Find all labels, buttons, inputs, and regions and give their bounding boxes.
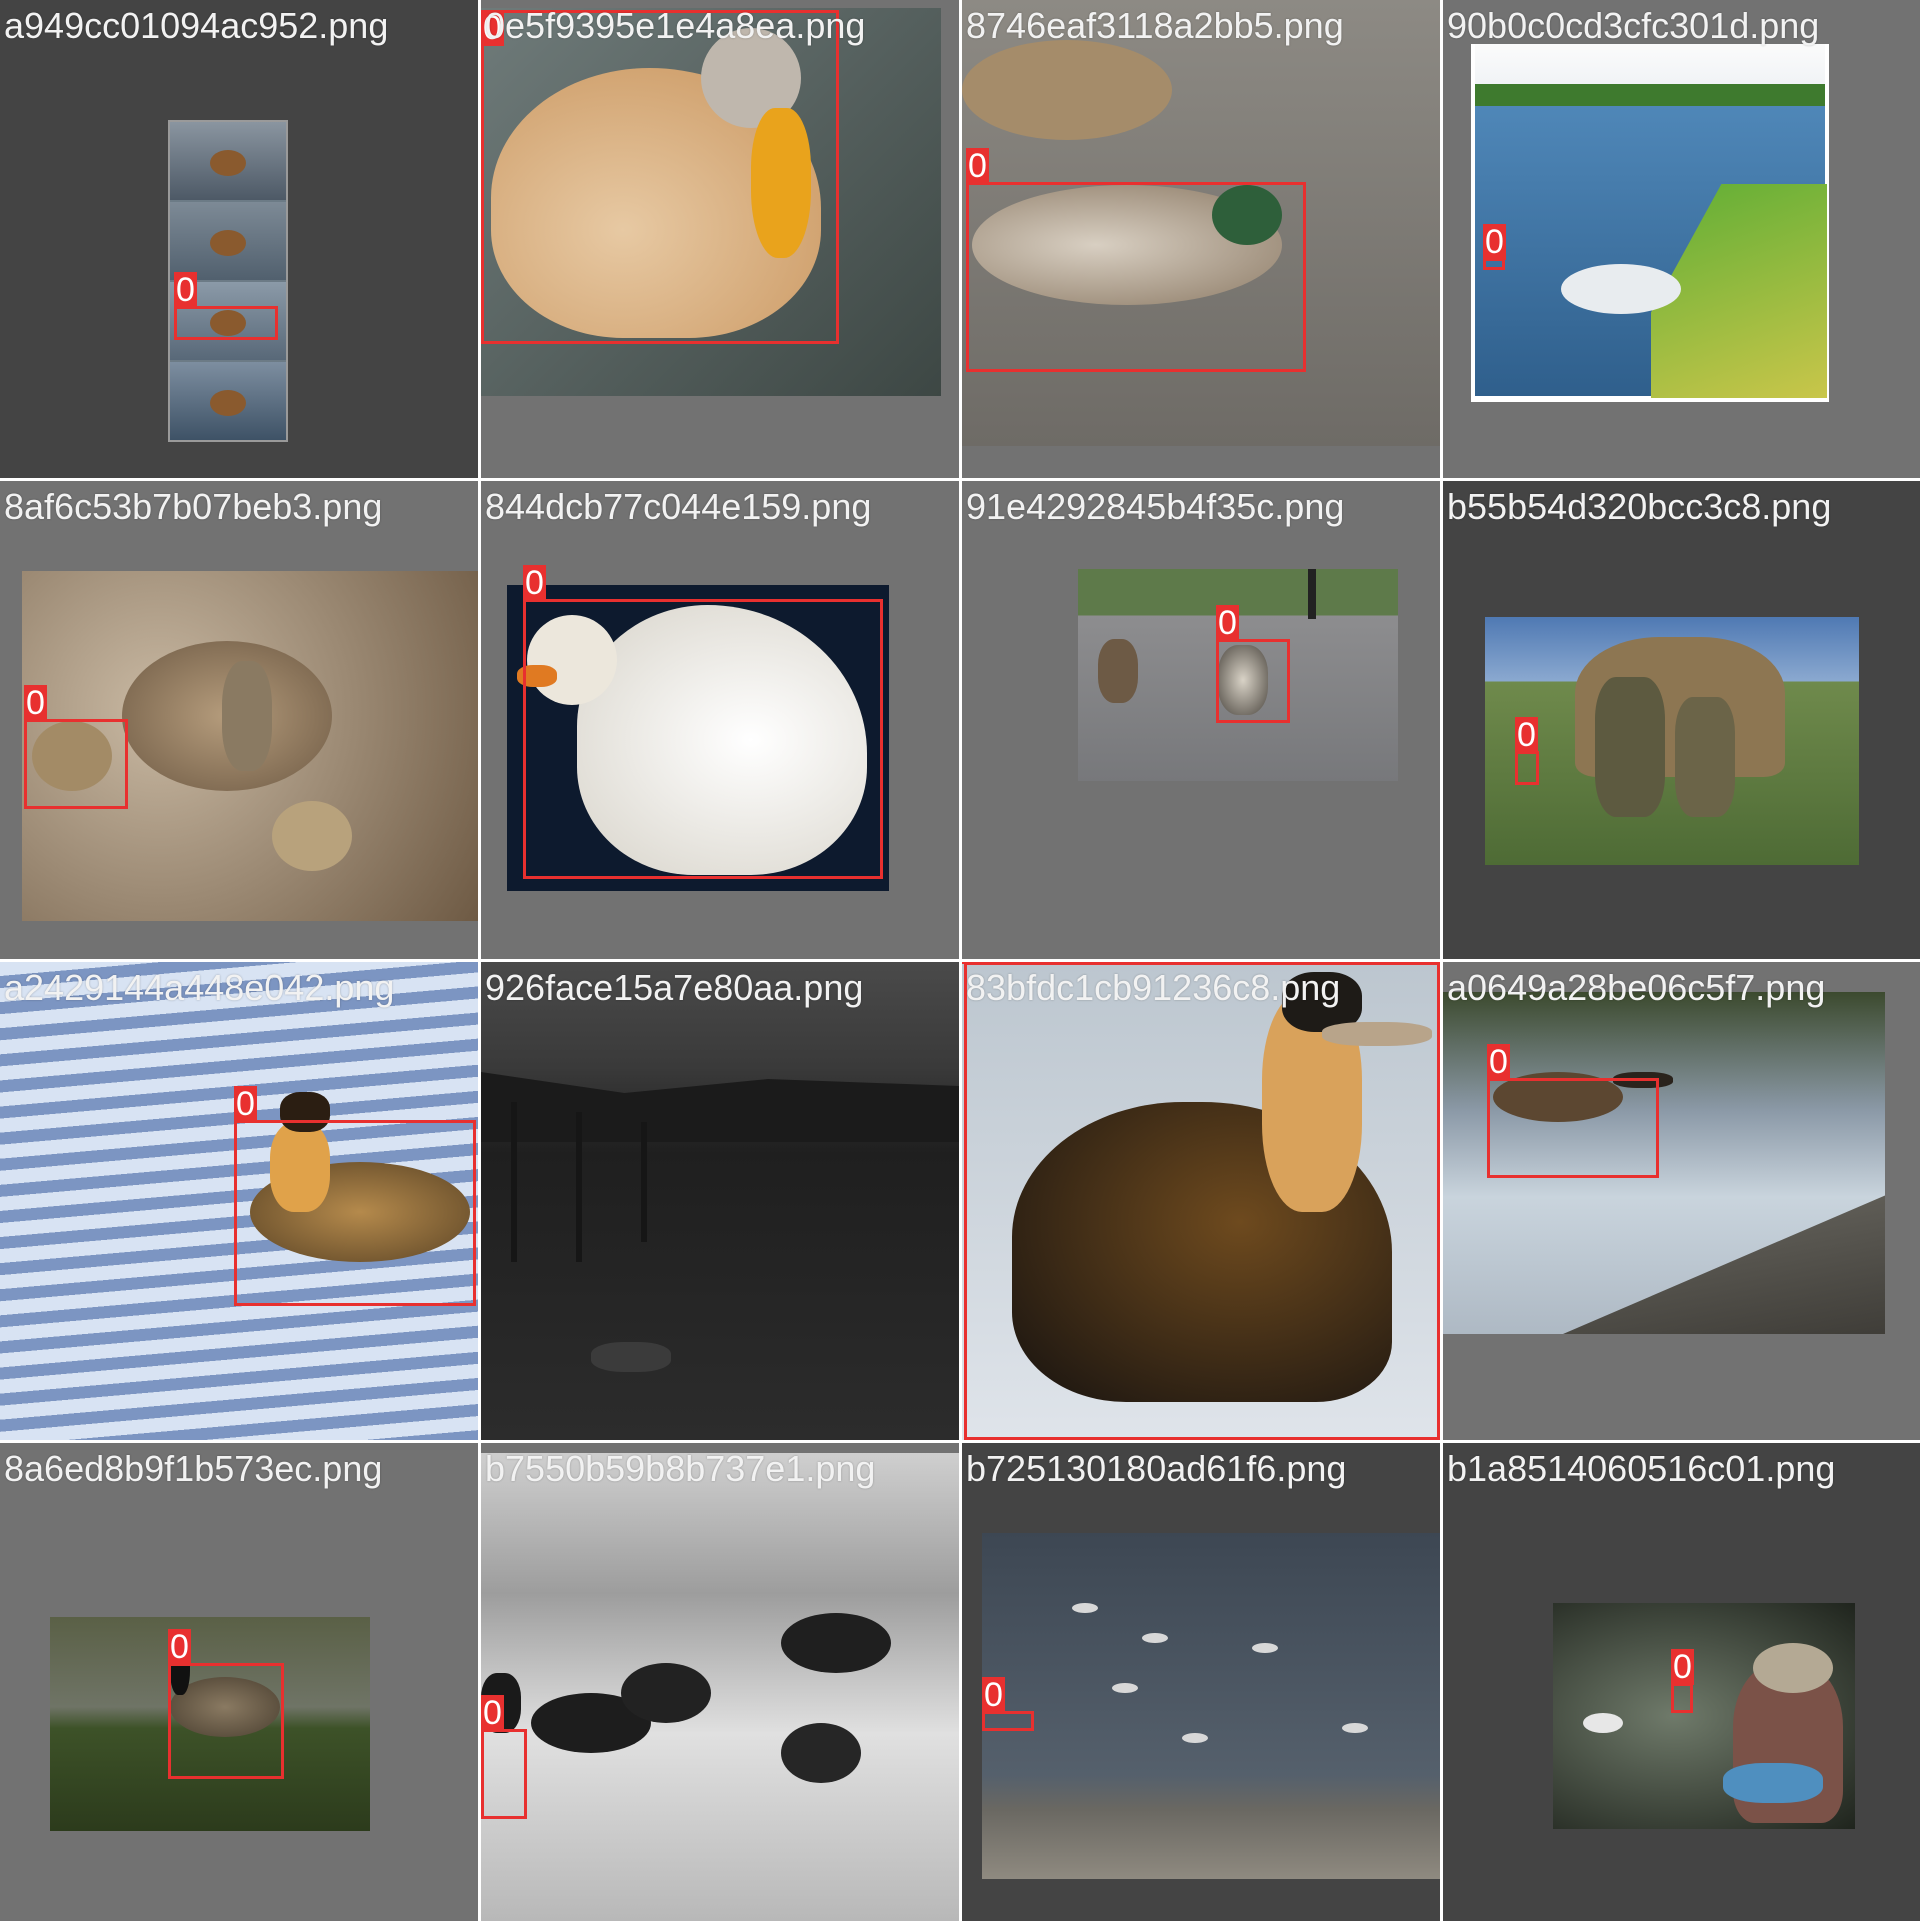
detection-box [234,1120,476,1306]
tile-photo [481,1453,959,1921]
detection-box [982,1711,1034,1731]
detection-box [174,306,278,340]
tile-7: 0 91e4292845b4f35c.png [962,481,1440,959]
tile-filename: 926face15a7e80aa.png [485,967,864,1008]
detection-class-label: 0 [982,1676,1005,1714]
tile-8: 0 b55b54d320bcc3c8.png [1443,481,1920,959]
detection-class-label: 0 [234,1085,257,1123]
tile-photo [507,585,889,891]
tile-filename: b725130180ad61f6.png [966,1448,1347,1489]
tile-photo [168,120,288,442]
tile-photo [481,962,959,1440]
detection-box [964,962,1440,1440]
detection-box [1671,1683,1693,1713]
tile-9: 0 a2429144a448e042.png [0,962,478,1440]
tile-14: 0 b7550b59b8b737e1.png [481,1443,959,1921]
detection-class-label: 0 [523,564,546,602]
tile-16: 0 b1a8514060516c01.png [1443,1443,1920,1921]
tile-photo [22,571,478,921]
detection-box [481,1729,527,1819]
tile-filename: a0649a28be06c5f7.png [1447,967,1826,1008]
tile-2: 0 0e5f9395e1e4a8ea.png [481,0,959,478]
tile-photo [1078,569,1398,781]
tile-1: 0 a949cc01094ac952.png [0,0,478,478]
tile-13: 0 8a6ed8b9f1b573ec.png [0,1443,478,1921]
tile-filename: 83bfdc1cb91236c8.png [966,967,1341,1008]
detection-class-label: 0 [966,147,989,185]
tile-filename: 90b0c0cd3cfc301d.png [1447,5,1820,46]
tile-photo [0,962,478,1440]
tile-filename: 8af6c53b7b07beb3.png [4,486,383,527]
tile-4: 0 90b0c0cd3cfc301d.png [1443,0,1920,478]
tile-filename: a2429144a448e042.png [4,967,395,1008]
detection-class-label: 0 [481,1694,504,1732]
detection-class-label: 0 [168,1628,191,1666]
tile-filename: 8a6ed8b9f1b573ec.png [4,1448,383,1489]
detection-box [1515,751,1539,785]
detection-box [523,599,883,879]
tile-filename: b1a8514060516c01.png [1447,1448,1836,1489]
detection-class-label: 0 [962,962,985,964]
detection-class-label: 0 [1216,604,1239,642]
tile-10: 926face15a7e80aa.png [481,962,959,1440]
detection-box [24,719,128,809]
tile-photo [962,962,1440,1440]
detection-class-label: 0 [481,9,504,47]
detection-box [966,182,1306,372]
detection-class-label: 0 [24,684,47,722]
tile-12: 0 a0649a28be06c5f7.png [1443,962,1920,1440]
tile-filename: b55b54d320bcc3c8.png [1447,486,1832,527]
tile-6: 0 844dcb77c044e159.png [481,481,959,959]
tile-3: 0 8746eaf3118a2bb5.png [962,0,1440,478]
tile-filename: 844dcb77c044e159.png [485,486,872,527]
detection-box [168,1663,284,1779]
tile-photo [481,8,941,396]
tile-photo [1471,44,1829,402]
detection-class-label: 0 [1671,1648,1694,1686]
tile-photo [1443,992,1885,1334]
detection-class-label: 0 [1515,716,1538,754]
tile-filename: 91e4292845b4f35c.png [966,486,1345,527]
detection-class-label: 0 [1483,223,1506,261]
tile-11: 0 83bfdc1cb91236c8.png [962,962,1440,1440]
tile-15: 0 b725130180ad61f6.png [962,1443,1440,1921]
tile-filename: b7550b59b8b737e1.png [485,1448,876,1489]
tile-filename: 8746eaf3118a2bb5.png [966,5,1344,46]
detection-box [1216,639,1290,723]
tile-filename: 0e5f9395e1e4a8ea.png [485,5,866,46]
tile-filename: a949cc01094ac952.png [4,5,389,46]
tile-photo [1553,1603,1855,1829]
tile-photo [982,1533,1440,1879]
tile-5: 0 8af6c53b7b07beb3.png [0,481,478,959]
tile-photo [50,1617,370,1831]
detection-box [1487,1078,1659,1178]
detection-class-label: 0 [174,271,197,309]
detection-class-label: 0 [1487,1043,1510,1081]
tile-photo [1485,617,1859,865]
detection-box [481,10,839,344]
